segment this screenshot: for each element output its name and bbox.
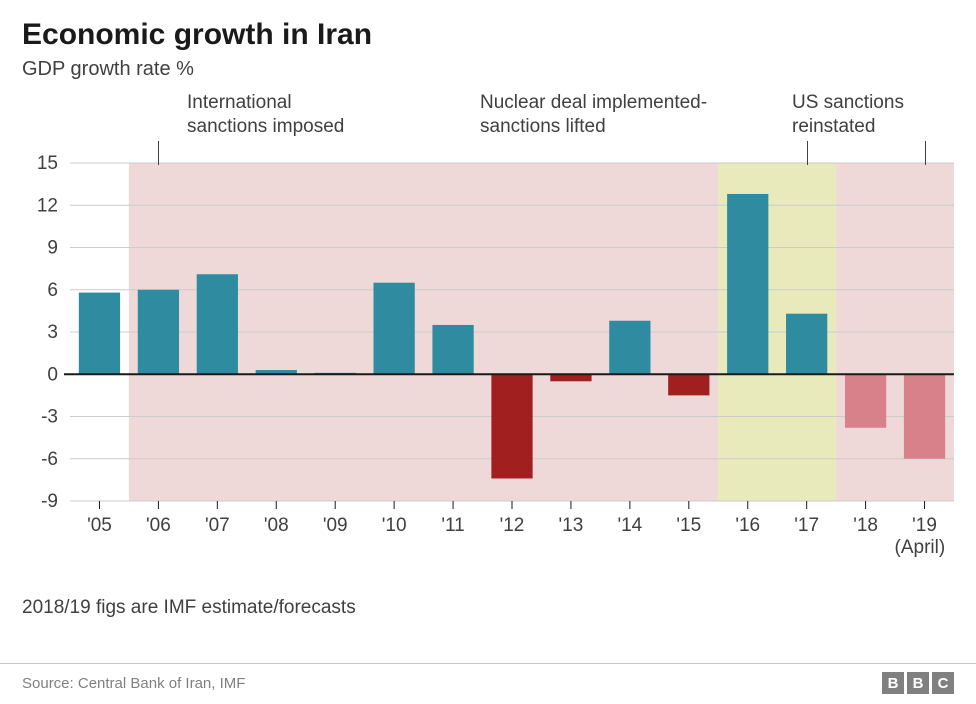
chart-annotation: Internationalsanctions imposed xyxy=(187,91,344,139)
svg-text:-3: -3 xyxy=(41,407,58,428)
svg-text:'06: '06 xyxy=(146,515,171,536)
svg-text:'15: '15 xyxy=(676,515,701,536)
svg-text:'08: '08 xyxy=(264,515,289,536)
svg-text:12: 12 xyxy=(37,195,58,216)
svg-text:'18: '18 xyxy=(853,515,878,536)
chart-annotation: Nuclear deal implemented-sanctions lifte… xyxy=(480,91,707,139)
svg-text:'09: '09 xyxy=(323,515,348,536)
svg-text:-6: -6 xyxy=(41,449,58,470)
svg-text:'17: '17 xyxy=(794,515,819,536)
x-axis-extra-label: (April) xyxy=(895,537,946,559)
chart-title: Economic growth in Iran xyxy=(22,18,954,52)
svg-text:'14: '14 xyxy=(617,515,642,536)
source-label: Source: Central Bank of Iran, IMF xyxy=(22,675,245,692)
svg-text:'10: '10 xyxy=(382,515,407,536)
svg-text:15: 15 xyxy=(37,153,58,174)
annotation-tick xyxy=(925,141,926,165)
chart-area: -9 -6 -3 0 3 6 9 12 15 '05 '06 '07 '08 '09 '10 '11 '12 '1… xyxy=(22,91,954,561)
chart-subtitle: GDP growth rate % xyxy=(22,58,954,81)
svg-text:3: 3 xyxy=(47,322,58,343)
annotation-tick xyxy=(158,141,159,165)
chart-footnote: 2018/19 figs are IMF estimate/forecasts xyxy=(22,597,954,619)
svg-text:'13: '13 xyxy=(559,515,584,536)
bar-chart: -9 -6 -3 0 3 6 9 12 15 '05 '06 '07 '08 '09 '10 '11 '12 '1… xyxy=(22,91,954,561)
svg-text:0: 0 xyxy=(47,364,58,385)
bbc-logo-block: C xyxy=(932,672,954,694)
svg-text:'12: '12 xyxy=(500,515,525,536)
annotation-tick xyxy=(807,141,808,165)
bbc-logo-block: B xyxy=(882,672,904,694)
svg-text:-9: -9 xyxy=(41,491,58,512)
svg-text:'07: '07 xyxy=(205,515,230,536)
svg-text:'19: '19 xyxy=(912,515,937,536)
svg-text:'11: '11 xyxy=(441,515,464,536)
bbc-logo: B B C xyxy=(882,672,954,694)
svg-text:'16: '16 xyxy=(735,515,760,536)
chart-annotation: US sanctionsreinstated xyxy=(792,91,904,139)
svg-text:6: 6 xyxy=(47,280,58,301)
bbc-logo-block: B xyxy=(907,672,929,694)
footer: Source: Central Bank of Iran, IMF B B C xyxy=(0,663,976,704)
svg-text:9: 9 xyxy=(47,238,58,259)
svg-text:'05: '05 xyxy=(87,515,112,536)
